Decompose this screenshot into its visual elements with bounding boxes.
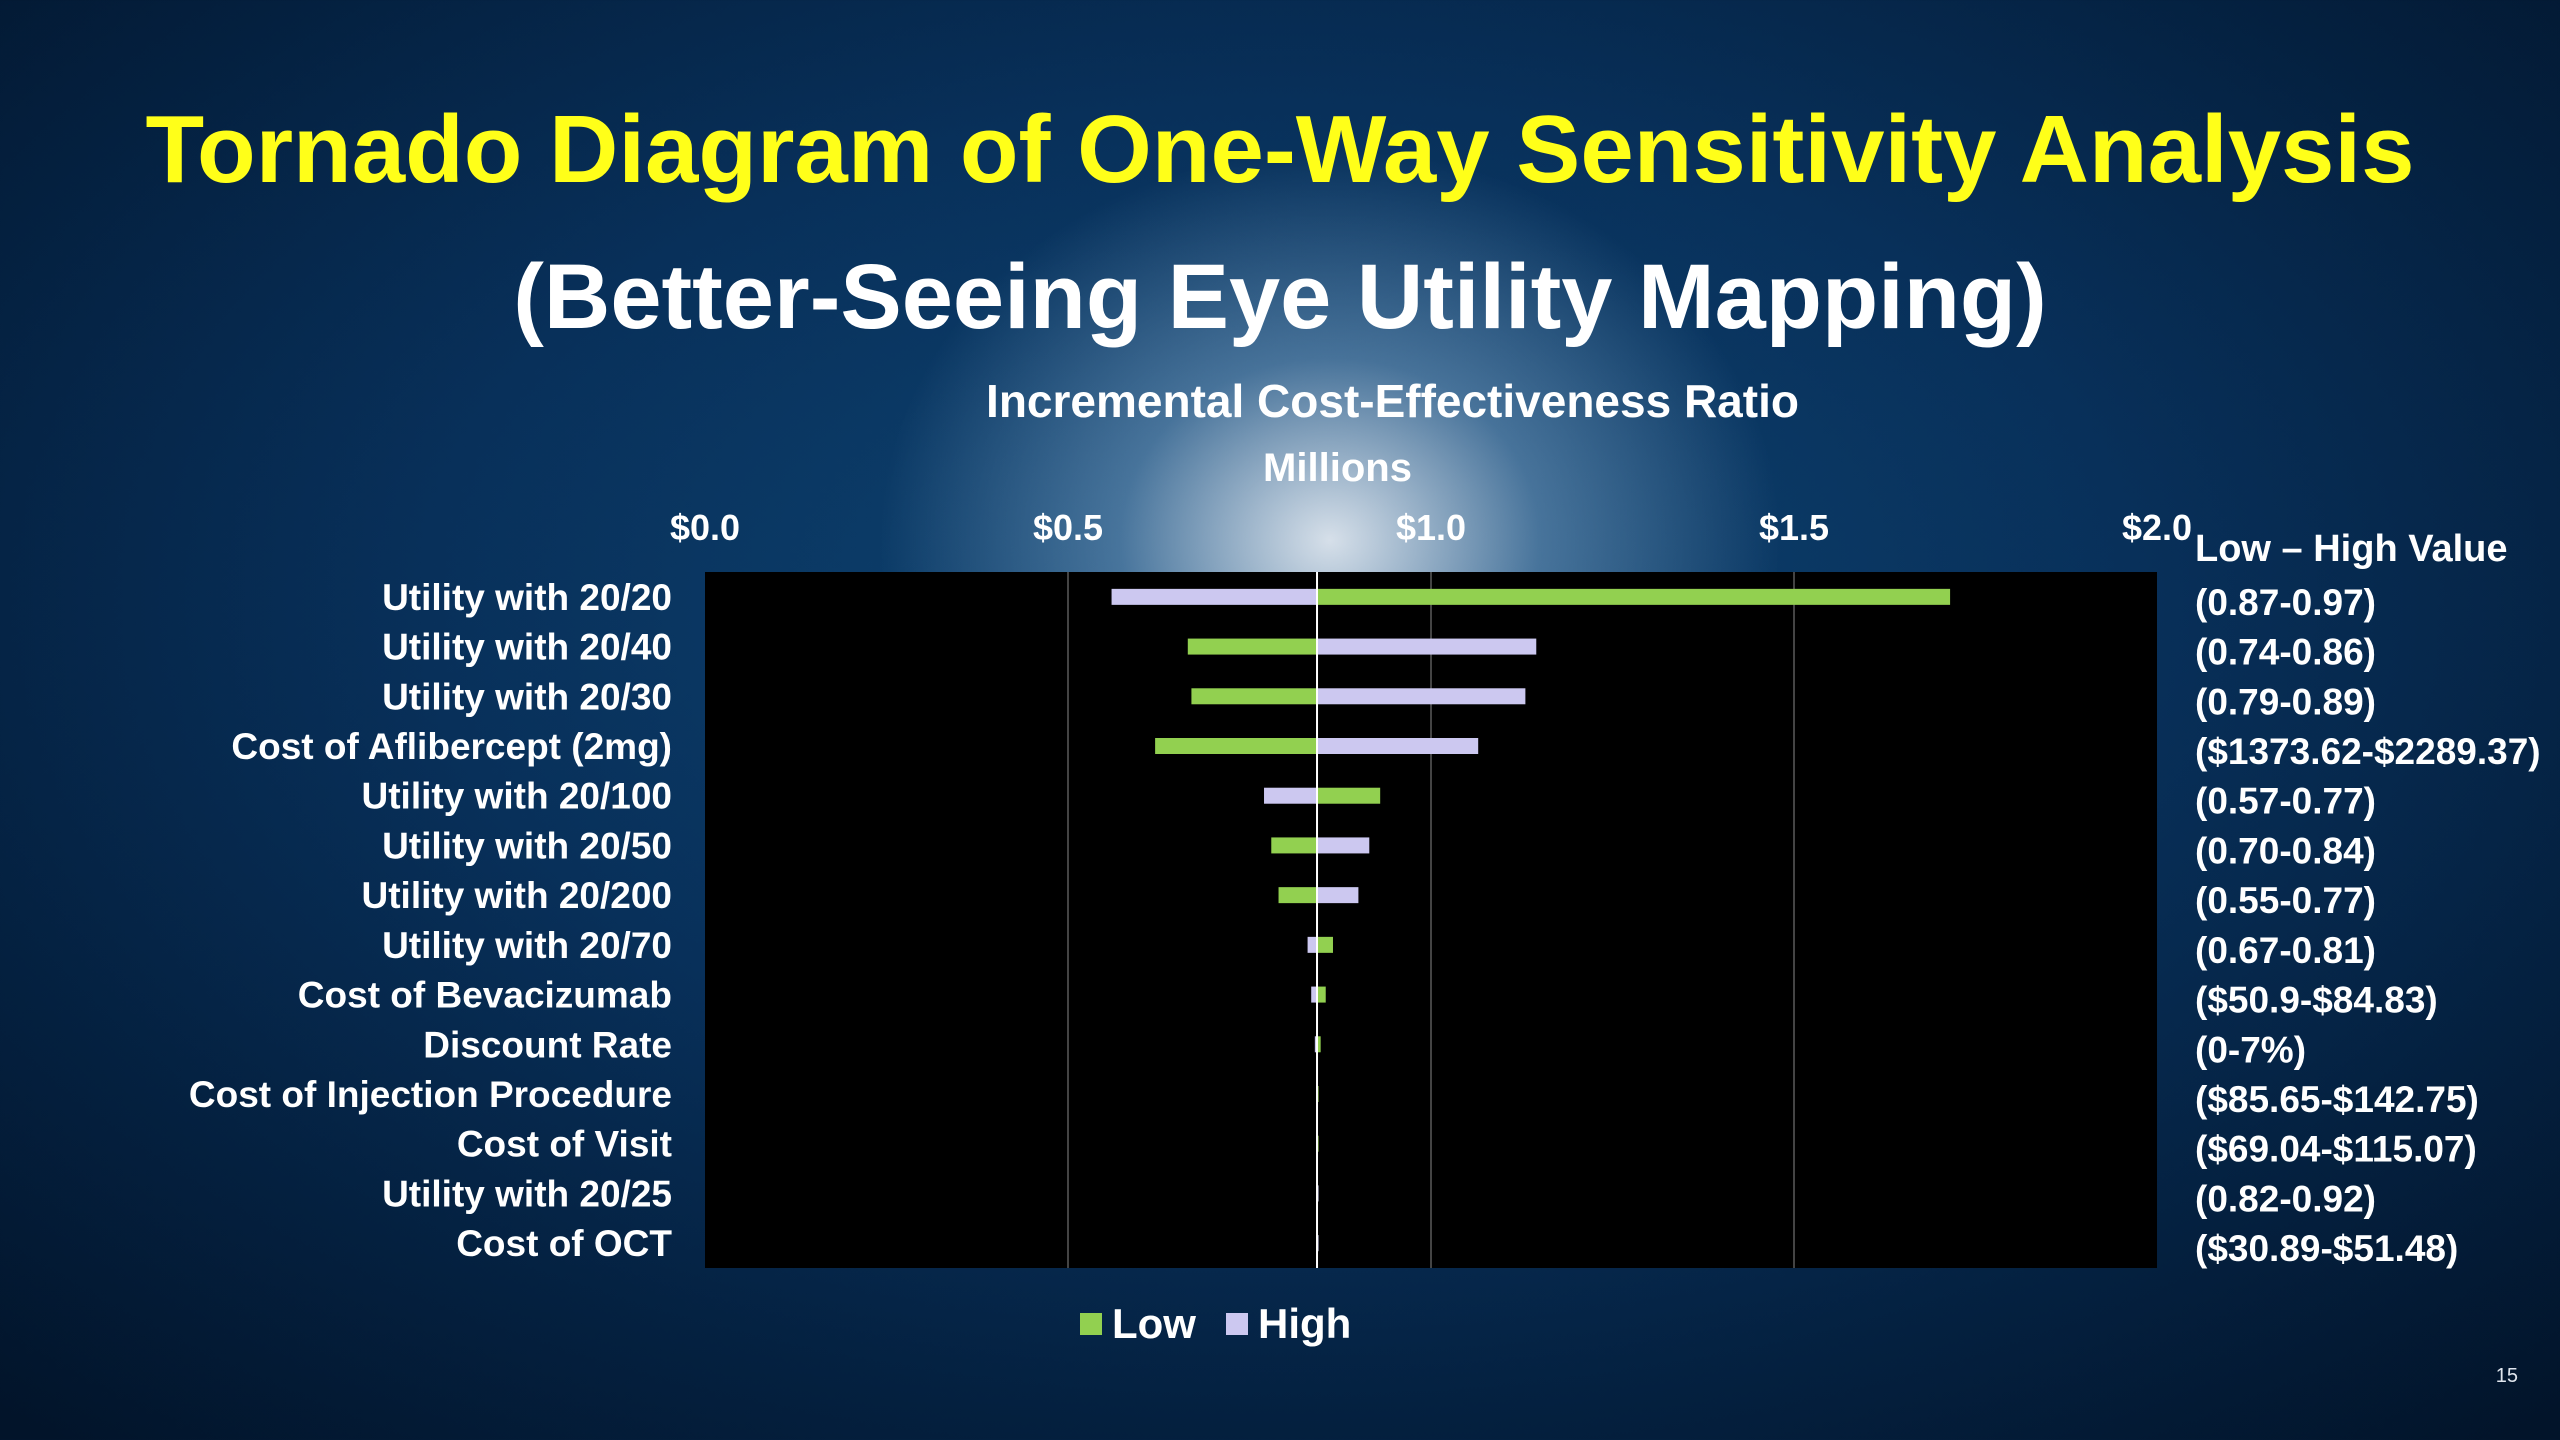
bar-high bbox=[1264, 787, 1318, 804]
bar-high bbox=[1317, 688, 1526, 705]
bar-low bbox=[1317, 986, 1326, 1003]
bar-high bbox=[1317, 638, 1537, 655]
range-label: (0.57-0.77) bbox=[2195, 781, 2376, 822]
range-labels: (0.87-0.97) (0.74-0.86) (0.79-0.89) ($1373.… bbox=[2195, 582, 2541, 1269]
slide-title: Tornado Diagram of One-Way Sensitivity A… bbox=[145, 96, 2415, 203]
range-label: (0.74-0.86) bbox=[2195, 632, 2376, 673]
range-label: ($85.65-$142.75) bbox=[2195, 1079, 2479, 1120]
range-label: (0.87-0.97) bbox=[2195, 582, 2376, 623]
category-label: Cost of OCT bbox=[456, 1223, 672, 1264]
x-tick-label: $0.5 bbox=[1033, 507, 1103, 548]
range-label: (0.55-0.77) bbox=[2195, 880, 2376, 921]
range-label: (0-7%) bbox=[2195, 1029, 2306, 1070]
bar-low bbox=[1317, 936, 1333, 953]
category-label: Utility with 20/200 bbox=[362, 875, 673, 916]
x-tick-label: $0.0 bbox=[670, 507, 740, 548]
x-tick-label: $1.0 bbox=[1396, 507, 1466, 548]
range-label: (0.70-0.84) bbox=[2195, 830, 2376, 871]
slide-subtitle: (Better-Seeing Eye Utility Mapping) bbox=[513, 246, 2047, 348]
range-label: ($1373.62-$2289.37) bbox=[2195, 731, 2541, 772]
bar-low bbox=[1317, 787, 1381, 804]
category-label: Cost of Bevacizumab bbox=[298, 975, 672, 1016]
category-label: Utility with 20/40 bbox=[382, 627, 672, 668]
bar-low bbox=[1155, 738, 1318, 754]
bar-high bbox=[1307, 936, 1318, 953]
legend-label-high: High bbox=[1257, 1300, 1352, 1347]
y-axis-labels: Utility with 20/20 Utility with 20/40 Util… bbox=[189, 577, 673, 1264]
category-label: Cost of Injection Procedure bbox=[189, 1074, 672, 1115]
axis-unit-label: Millions bbox=[1263, 446, 1412, 490]
category-label: Discount Rate bbox=[423, 1024, 672, 1065]
range-label: (0.82-0.92) bbox=[2195, 1178, 2376, 1219]
legend-label-low: Low bbox=[1112, 1300, 1196, 1347]
category-label: Utility with 20/100 bbox=[362, 776, 673, 817]
bar-high bbox=[1317, 738, 1479, 754]
range-header: Low – High Value bbox=[2195, 528, 2508, 570]
range-label: (0.67-0.81) bbox=[2195, 930, 2376, 971]
page-number: 15 bbox=[2495, 1365, 2518, 1387]
range-label: (0.79-0.89) bbox=[2195, 681, 2376, 722]
bar-high bbox=[1317, 887, 1359, 904]
bar-high bbox=[1111, 588, 1318, 605]
range-label: ($30.89-$51.48) bbox=[2195, 1228, 2458, 1269]
range-label: ($69.04-$115.07) bbox=[2195, 1129, 2477, 1170]
category-label: Cost of Visit bbox=[457, 1124, 672, 1165]
chart-title: Incremental Cost-Effectiveness Ratio bbox=[986, 375, 1799, 427]
bar-high bbox=[1317, 837, 1370, 854]
category-label: Utility with 20/25 bbox=[382, 1173, 672, 1214]
bars bbox=[1111, 588, 1951, 1252]
bar-low bbox=[1317, 588, 1951, 605]
category-label: Utility with 20/70 bbox=[382, 925, 672, 966]
category-label: Cost of Aflibercept (2mg) bbox=[231, 726, 672, 767]
bar-low bbox=[1278, 887, 1318, 904]
legend-swatch-high bbox=[1225, 1313, 1248, 1335]
category-label: Utility with 20/30 bbox=[382, 676, 672, 717]
bar-low bbox=[1271, 837, 1318, 854]
legend-item-high: High bbox=[1225, 1300, 1352, 1348]
grid-lines bbox=[1067, 572, 1795, 1268]
bar-high bbox=[1314, 1036, 1318, 1053]
bar-low bbox=[1191, 688, 1318, 705]
bar-high bbox=[1311, 986, 1318, 1003]
x-axis-ticks: $0.0 $0.5 $1.0 $1.5 $2.0 bbox=[670, 507, 2192, 548]
legend-swatch-low bbox=[1080, 1313, 1102, 1335]
bar-low bbox=[1317, 1036, 1321, 1053]
legend-item-low: Low bbox=[1080, 1300, 1196, 1348]
legend: Low High bbox=[1080, 1300, 1351, 1348]
bar-low bbox=[1187, 638, 1318, 655]
category-label: Utility with 20/20 bbox=[382, 577, 672, 618]
category-label: Utility with 20/50 bbox=[382, 825, 672, 866]
range-label: ($50.9-$84.83) bbox=[2195, 980, 2438, 1021]
x-tick-label: $1.5 bbox=[1759, 507, 1829, 548]
x-tick-label: $2.0 bbox=[2122, 507, 2192, 548]
